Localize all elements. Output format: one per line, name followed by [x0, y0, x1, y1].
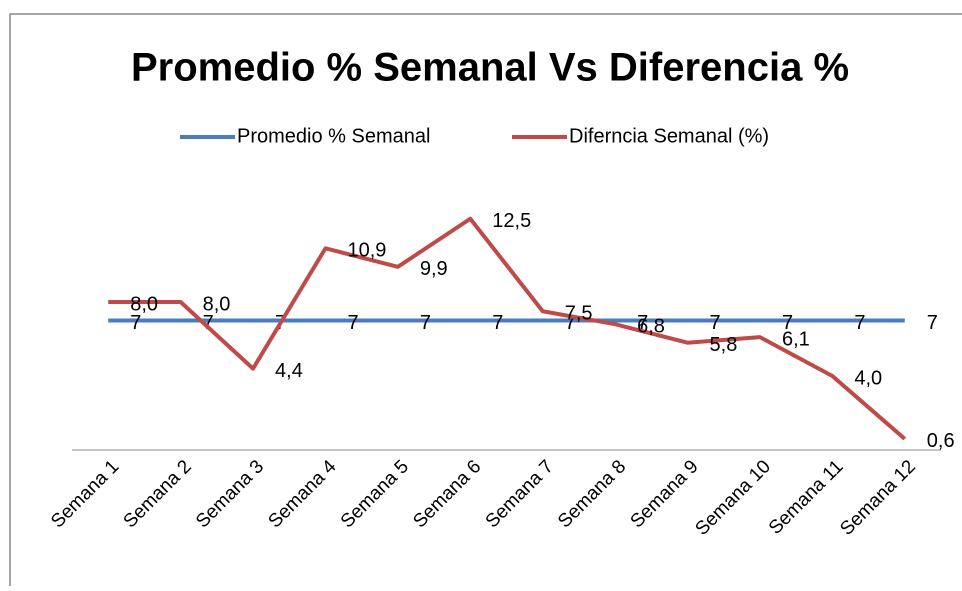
data-label: 7,5 [565, 303, 593, 325]
data-label: 12,5 [492, 210, 531, 232]
data-label: 5,8 [710, 334, 738, 356]
data-label: 7 [565, 312, 576, 334]
data-label: 7 [347, 312, 358, 334]
legend-label: Promedio % Semanal [237, 125, 430, 147]
legend-label: Diferncia Semanal (%) [569, 125, 769, 147]
data-label: 8,0 [203, 293, 231, 315]
data-label: 7 [492, 312, 503, 334]
data-label: 7 [637, 312, 648, 334]
data-label: 10,9 [347, 240, 386, 262]
data-label: 4,4 [275, 360, 303, 382]
data-label: 7 [854, 312, 865, 334]
data-label: 7 [130, 312, 141, 334]
data-label: 7 [710, 312, 721, 334]
data-label: 0,6 [927, 430, 955, 452]
data-label: 7 [782, 312, 793, 334]
data-label: 4,0 [854, 367, 882, 389]
data-label: 7 [927, 312, 938, 334]
data-label: 6,1 [782, 328, 810, 350]
data-label: 9,9 [420, 258, 448, 280]
data-label: 6,8 [637, 315, 665, 337]
data-label: 7 [420, 312, 431, 334]
data-label: 8,0 [130, 293, 158, 315]
chart-title: Promedio % Semanal Vs Diferencia % [131, 46, 849, 90]
series-line [108, 216, 907, 441]
data-label: 7 [203, 312, 214, 334]
